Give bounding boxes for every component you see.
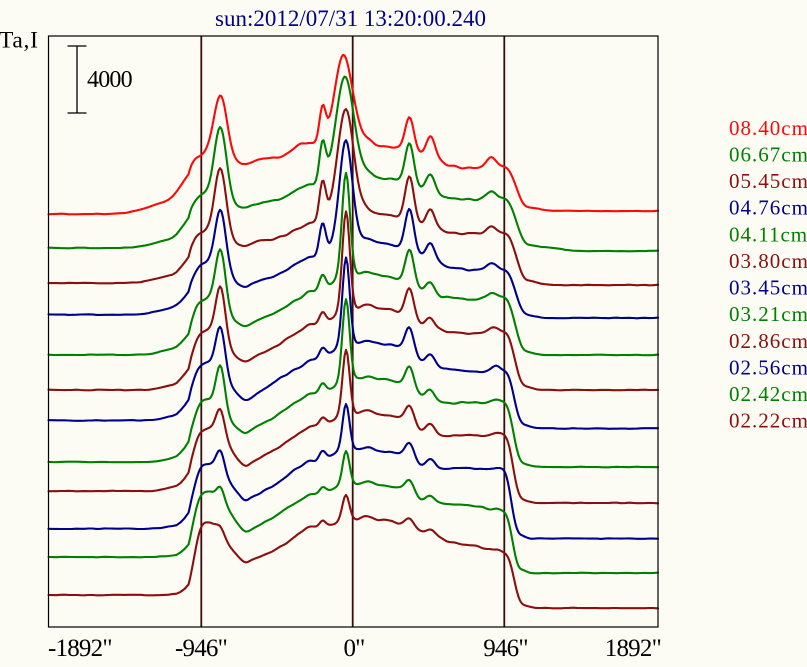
svg-text:02.42cm: 02.42cm: [729, 382, 807, 406]
svg-text:03.21cm: 03.21cm: [729, 302, 807, 326]
svg-text:04.11cm: 04.11cm: [729, 222, 807, 246]
svg-text:4000: 4000: [87, 67, 133, 93]
svg-text:08.40cm: 08.40cm: [729, 116, 807, 140]
svg-text:946": 946": [483, 635, 528, 662]
svg-text:-1892": -1892": [48, 635, 112, 662]
svg-text:0": 0": [343, 635, 364, 662]
svg-text:sun:2012/07/31 13:20:00.240: sun:2012/07/31 13:20:00.240: [215, 6, 486, 31]
svg-text:-946": -946": [175, 635, 227, 662]
svg-text:03.45cm: 03.45cm: [729, 276, 807, 300]
svg-text:1892": 1892": [605, 635, 661, 662]
svg-text:04.76cm: 04.76cm: [729, 196, 807, 220]
svg-text:02.56cm: 02.56cm: [729, 355, 807, 379]
svg-text:03.80cm: 03.80cm: [729, 249, 807, 273]
svg-text:02.22cm: 02.22cm: [729, 409, 807, 433]
svg-text:02.86cm: 02.86cm: [729, 329, 807, 353]
svg-text:05.45cm: 05.45cm: [729, 169, 807, 193]
svg-text:Ta,I: Ta,I: [0, 28, 39, 54]
svg-text:06.67cm: 06.67cm: [729, 142, 807, 166]
